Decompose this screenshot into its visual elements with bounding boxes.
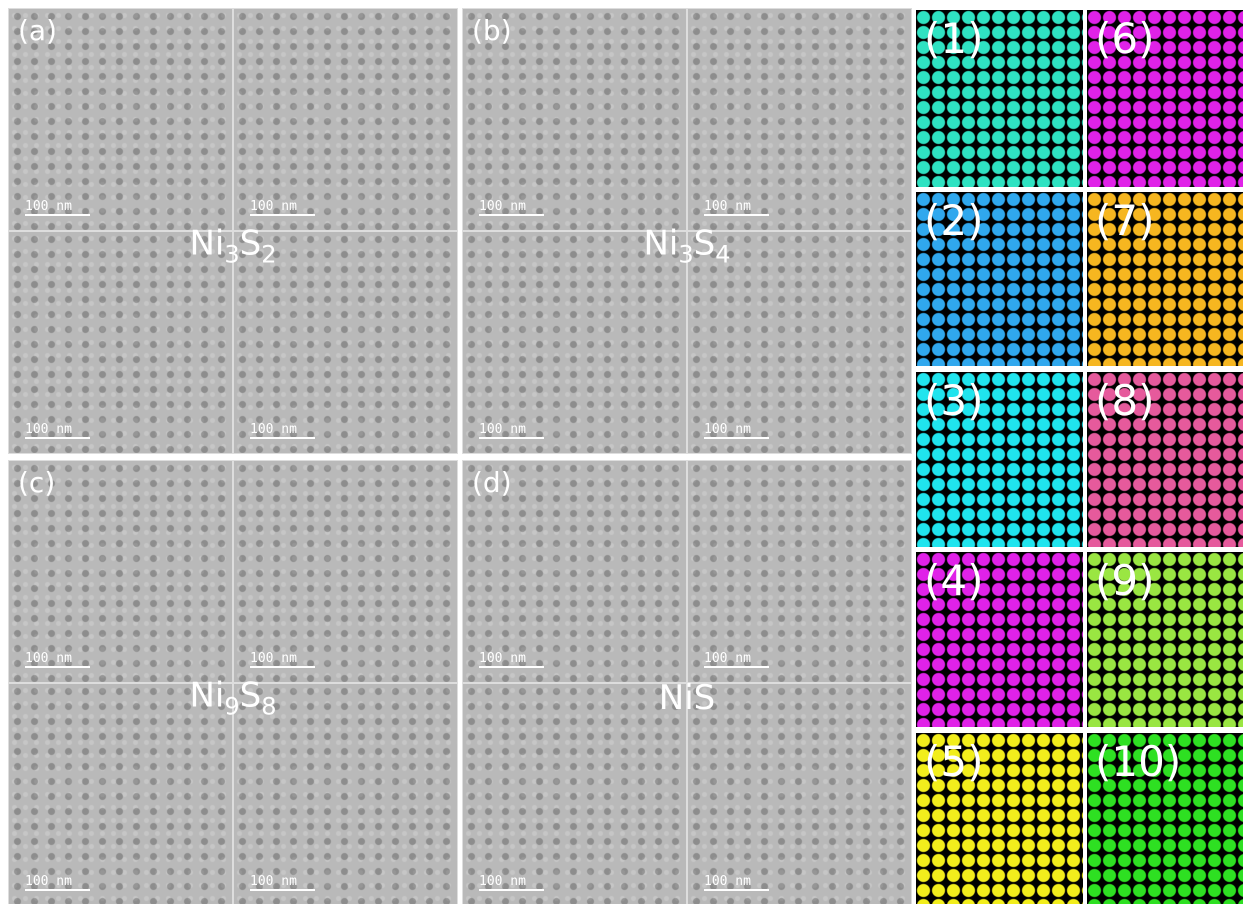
- compound-formula: Ni3S4: [643, 224, 730, 269]
- image-panel: 100 nm 100 nm 100 nm 100 nm (d) NiS: [462, 460, 912, 904]
- segmentation-tile: (2): [916, 192, 1083, 366]
- formula-part: 4: [715, 241, 730, 269]
- compound-formula: Ni9S8: [189, 676, 276, 721]
- scale-bar: 100 nm: [25, 652, 90, 668]
- segmentation-tile: (10): [1087, 733, 1243, 904]
- tile-label: (6): [1095, 14, 1155, 63]
- formula-part: Ni: [189, 224, 224, 264]
- formula-part: 8: [261, 693, 276, 721]
- formula-part: 3: [678, 241, 693, 269]
- segmentation-tile: (6): [1087, 10, 1243, 187]
- micrograph: 100 nm: [233, 8, 458, 231]
- micrograph: 100 nm: [687, 8, 912, 231]
- scale-bar: 100 nm: [479, 875, 544, 891]
- scale-bar: 100 nm: [250, 423, 315, 439]
- compound-formula: Ni3S2: [189, 224, 276, 269]
- formula-part: 3: [224, 241, 239, 269]
- scale-bar: 100 nm: [250, 200, 315, 216]
- scale-bar: 100 nm: [479, 200, 544, 216]
- image-panel: 100 nm 100 nm 100 nm 100 nm (c) Ni9S8: [8, 460, 458, 904]
- panel-label: (a): [18, 14, 57, 47]
- scale-bar: 100 nm: [704, 200, 769, 216]
- segmentation-tile: (7): [1087, 192, 1243, 366]
- formula-part: NiS: [659, 678, 715, 718]
- formula-part: S: [240, 676, 262, 716]
- figure: 100 nm100 nm100 nm100 nm(a)Ni3S2100 nm10…: [0, 0, 1243, 904]
- micrograph: 100 nm: [462, 683, 687, 904]
- segmentation-tile: (4): [916, 552, 1083, 727]
- segmentation-tile: (8): [1087, 372, 1243, 547]
- segmentation-tile: (3): [916, 372, 1083, 547]
- formula-part: 9: [224, 693, 239, 721]
- scale-bar: 100 nm: [479, 423, 544, 439]
- formula-part: S: [240, 224, 262, 264]
- scale-bar: 100 nm: [704, 423, 769, 439]
- scale-bar: 100 nm: [704, 875, 769, 891]
- tile-label: (8): [1095, 376, 1155, 425]
- segmentation-tile: (5): [916, 733, 1083, 904]
- scale-bar: 100 nm: [250, 652, 315, 668]
- tile-label: (4): [924, 556, 984, 605]
- panel-label: (c): [18, 466, 55, 499]
- formula-part: Ni: [189, 676, 224, 716]
- formula-part: S: [694, 224, 716, 264]
- segmentation-tile: (1): [916, 10, 1083, 187]
- tile-label: (5): [924, 737, 984, 786]
- scale-bar: 100 nm: [25, 200, 90, 216]
- formula-part: 2: [261, 241, 276, 269]
- scale-bar: 100 nm: [250, 875, 315, 891]
- tile-label: (7): [1095, 196, 1155, 245]
- scale-bar: 100 nm: [25, 423, 90, 439]
- formula-part: Ni: [643, 224, 678, 264]
- micrograph: 100 nm: [687, 460, 912, 683]
- image-panel: 100 nm 100 nm 100 nm 100 nm (b) Ni3S4: [462, 8, 912, 454]
- tile-label: (10): [1095, 737, 1181, 786]
- tile-label: (2): [924, 196, 984, 245]
- image-panel: 100 nm 100 nm 100 nm 100 nm (a) Ni3S2: [8, 8, 458, 454]
- scale-bar: 100 nm: [479, 652, 544, 668]
- panel-label: (b): [472, 14, 512, 47]
- scale-bar: 100 nm: [25, 875, 90, 891]
- tile-label: (1): [924, 14, 984, 63]
- compound-formula: NiS: [659, 678, 715, 718]
- micrograph: 100 nm: [687, 683, 912, 904]
- panel-label: (d): [472, 466, 512, 499]
- tile-label: (9): [1095, 556, 1155, 605]
- tile-label: (3): [924, 376, 984, 425]
- micrograph: 100 nm: [233, 460, 458, 683]
- segmentation-tile: (9): [1087, 552, 1243, 727]
- scale-bar: 100 nm: [704, 652, 769, 668]
